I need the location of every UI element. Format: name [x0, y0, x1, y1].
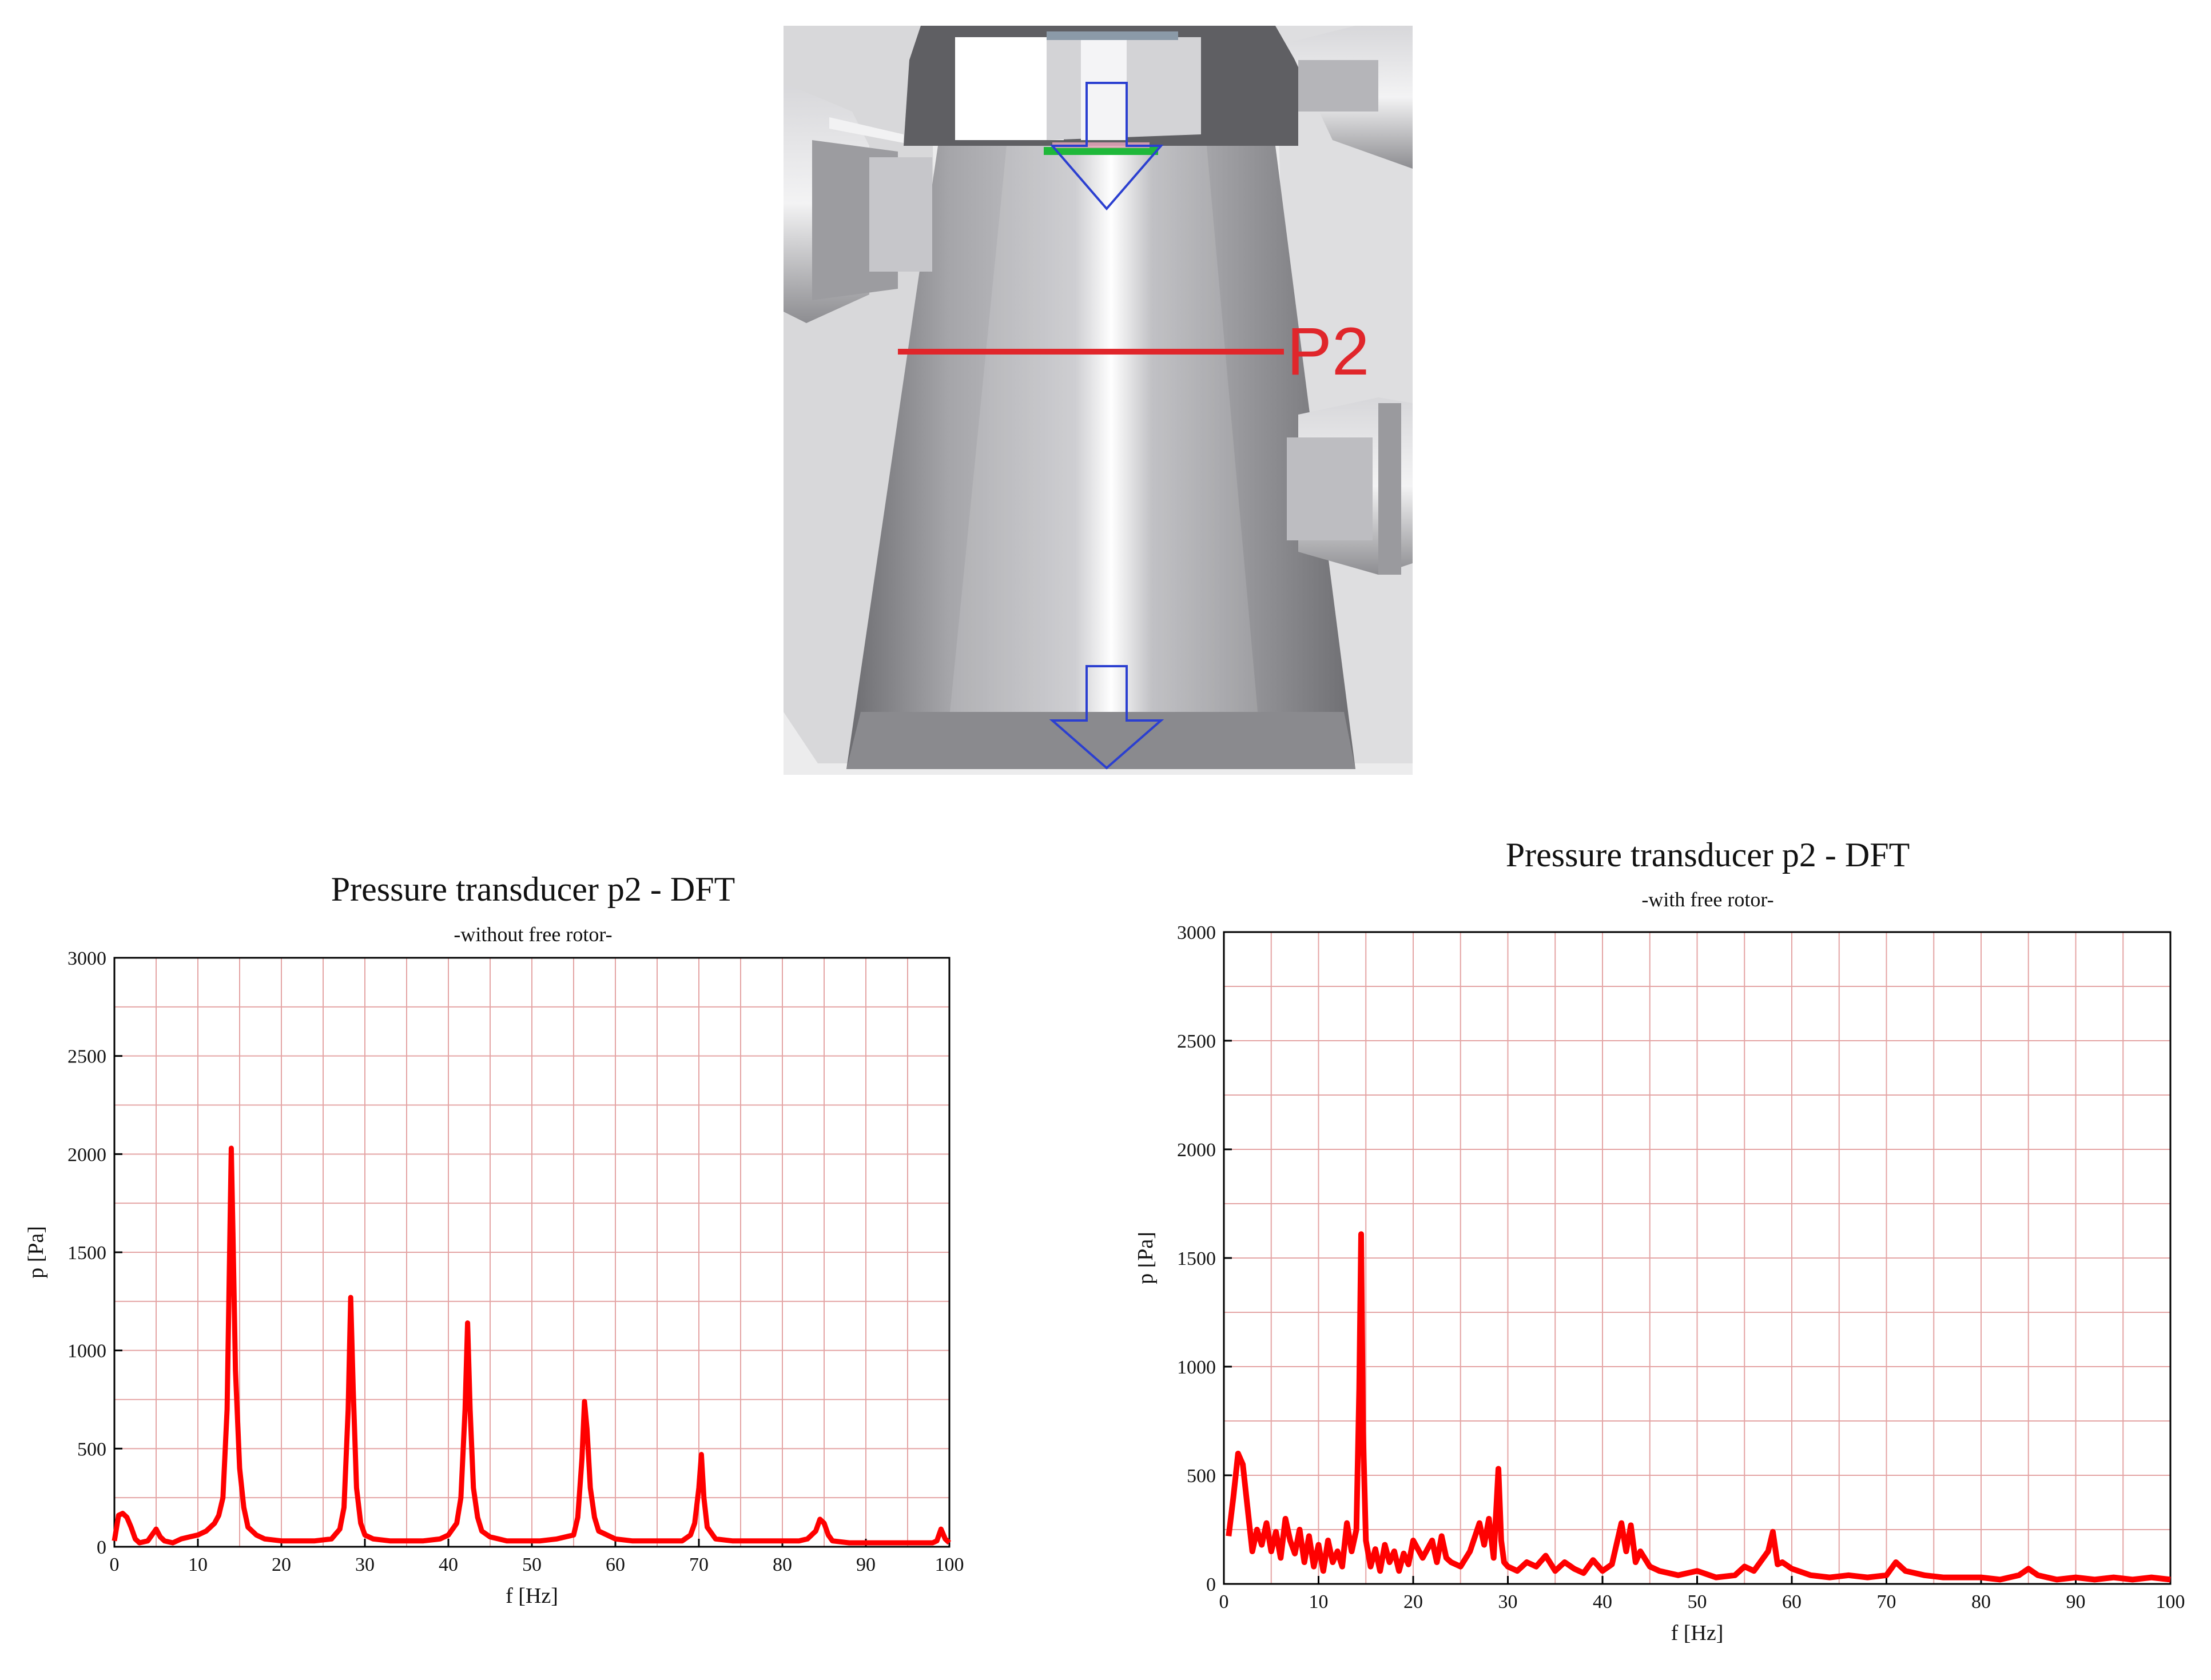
x-tick-label: 40	[1593, 1591, 1612, 1613]
y-axis-label: p [Pa]	[1138, 1232, 1158, 1284]
x-tick-label: 90	[2066, 1591, 2086, 1613]
x-tick-label: 30	[355, 1554, 375, 1575]
x-tick-label: 50	[522, 1554, 542, 1575]
draft-tube-schematic: P2	[784, 26, 1413, 775]
seal-cap	[1052, 142, 1150, 148]
cone-bottom-ring	[846, 712, 1355, 769]
series-line	[112, 1145, 952, 1546]
y-tick-label: 2500	[67, 1046, 106, 1068]
hub-highlight	[1081, 37, 1127, 140]
x-tick-label: 100	[935, 1554, 964, 1575]
flow-arrow-top-icon	[1049, 82, 1164, 211]
chart-subtitle: -without free rotor-	[454, 923, 612, 946]
x-tick-label: 0	[1219, 1591, 1229, 1613]
chart-title: Pressure transducer p2 - DFT	[331, 870, 735, 908]
runner-hub-white	[955, 37, 1064, 140]
y-tick-label: 500	[77, 1439, 106, 1460]
dft-chart-without-rotor: Pressure transducer p2 - DFT -without fr…	[24, 870, 964, 1608]
y-tick-label: 1500	[67, 1243, 106, 1264]
cone-inner-shading	[949, 146, 1258, 718]
x-tick-label: 10	[1309, 1591, 1329, 1613]
x-axis-label: f [Hz]	[506, 1584, 558, 1608]
y-tick-label: 2500	[1177, 1031, 1216, 1052]
y-tick-label: 1000	[67, 1341, 106, 1362]
right-lower-flange	[1287, 397, 1413, 575]
x-axis-label: f [Hz]	[1671, 1621, 1724, 1645]
green-seal	[1044, 147, 1158, 155]
x-tick-label: 70	[689, 1554, 709, 1575]
hub-rim	[1047, 31, 1178, 40]
x-tick-label: 60	[606, 1554, 625, 1575]
x-tick-label: 70	[1877, 1591, 1896, 1613]
x-tick-label: 20	[272, 1554, 291, 1575]
y-tick-label: 1000	[1177, 1357, 1216, 1378]
x-tick-label: 20	[1403, 1591, 1423, 1613]
x-tick-label: 10	[188, 1554, 208, 1575]
x-tick-label: 60	[1782, 1591, 1802, 1613]
draft-tube-cone	[846, 146, 1355, 769]
x-tick-label: 30	[1498, 1591, 1518, 1613]
x-tick-label: 80	[1971, 1591, 1991, 1613]
y-tick-label: 1500	[1177, 1248, 1216, 1269]
y-axis-label: p [Pa]	[24, 1226, 48, 1279]
series-line	[1226, 1231, 2171, 1583]
left-flange	[784, 83, 932, 323]
y-tick-label: 3000	[67, 948, 106, 969]
x-tick-label: 40	[439, 1554, 458, 1575]
chart-subtitle: -with free rotor-	[1641, 888, 1773, 911]
x-tick-label: 90	[856, 1554, 876, 1575]
y-tick-label: 0	[97, 1537, 106, 1558]
p2-label: P2	[1287, 314, 1369, 389]
flow-arrow-bottom-icon	[1049, 665, 1164, 770]
x-tick-label: 0	[110, 1554, 120, 1575]
dft-chart-with-rotor: Pressure transducer p2 - DFT -with free …	[1138, 836, 2185, 1645]
y-tick-label: 2000	[1177, 1140, 1216, 1161]
right-upper-flange	[1287, 26, 1413, 169]
y-tick-label: 500	[1187, 1466, 1216, 1487]
y-tick-label: 0	[1206, 1574, 1216, 1595]
x-tick-label: 50	[1688, 1591, 1707, 1613]
chart-title: Pressure transducer p2 - DFT	[1506, 836, 1910, 874]
y-tick-label: 3000	[1177, 922, 1216, 943]
x-tick-label: 100	[2156, 1591, 2185, 1613]
y-tick-label: 2000	[67, 1144, 106, 1165]
x-tick-label: 80	[773, 1554, 792, 1575]
